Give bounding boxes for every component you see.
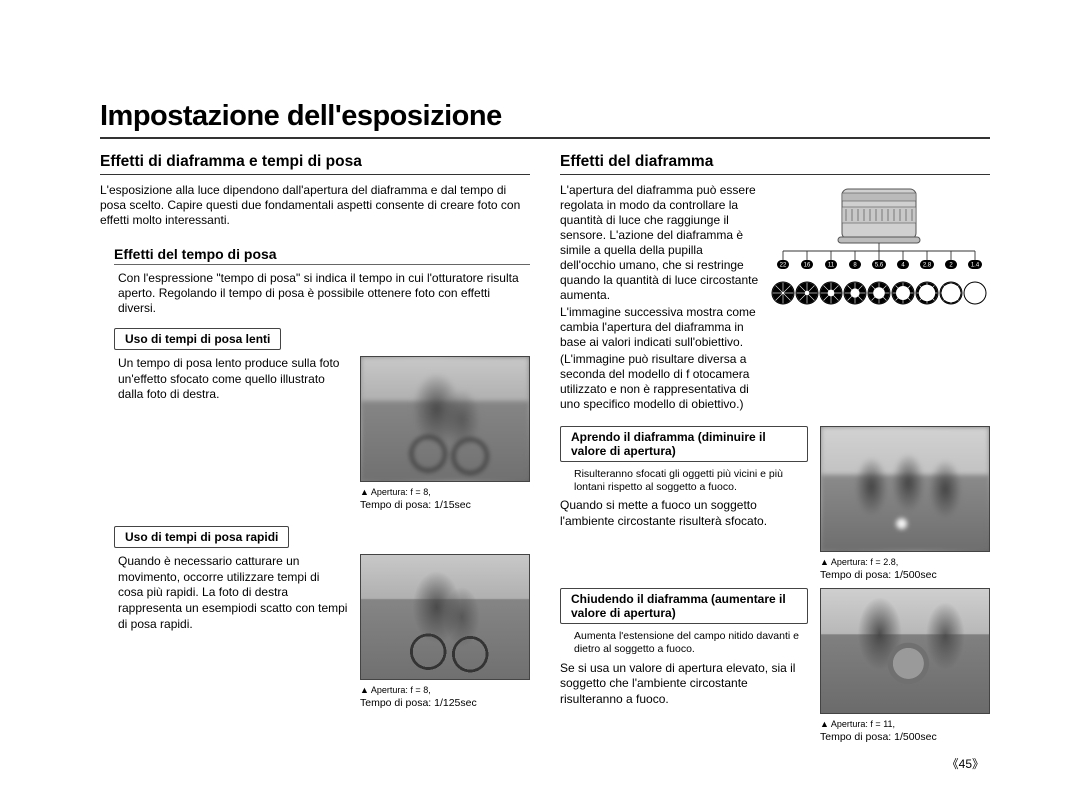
- block-fast: Quando è necessario catturare un movimen…: [118, 554, 530, 710]
- box-heading-fast: Uso di tempi di posa rapidi: [114, 526, 289, 548]
- caption-close-line2: Tempo di posa: 1/500sec: [820, 731, 937, 743]
- aperture-circles: [772, 282, 986, 304]
- block-text-slow: Un tempo di posa lento produce sulla fot…: [118, 356, 348, 512]
- block-text-fast: Quando è necessario catturare un movimen…: [118, 554, 348, 710]
- caption-fast-line2: Tempo di posa: 1/125sec: [360, 697, 477, 709]
- block-slow: Un tempo di posa lento produce sulla fot…: [118, 356, 530, 512]
- connector-lines: [783, 243, 975, 261]
- photo-open: [820, 426, 990, 552]
- section-heading-right: Effetti del diaframma: [560, 153, 990, 175]
- page-number: 《45》: [947, 755, 984, 772]
- caption-open-line1: ▲ Apertura: f = 2.8,: [820, 557, 898, 567]
- right-column: Effetti del diaframma: [560, 153, 990, 751]
- caption-fast-line1: ▲ Apertura: f = 8,: [360, 685, 431, 695]
- emph-open: Quando si mette a fuoco un soggetto l'am…: [560, 498, 808, 529]
- photo-slow: [360, 356, 530, 482]
- figure-open: ▲ Apertura: f = 2.8, Tempo di posa: 1/50…: [820, 426, 990, 582]
- svg-text:2.8: 2.8: [923, 263, 932, 269]
- figure-slow: ▲ Apertura: f = 8, Tempo di posa: 1/15se…: [360, 356, 530, 512]
- title-rule: [100, 137, 990, 139]
- svg-text:5.6: 5.6: [875, 263, 884, 269]
- box-heading-close: Chiudendo il diaframma (aumentare il val…: [560, 588, 808, 624]
- box-heading-slow: Uso di tempi di posa lenti: [114, 328, 281, 350]
- note-open: Risulteranno sfocati gli oggetti più vic…: [574, 468, 808, 494]
- emph-close: Se si usa un valore di apertura elevato,…: [560, 661, 808, 708]
- intro-left: L'esposizione alla luce dipendono dall'a…: [100, 183, 530, 228]
- block-close: Chiudendo il diaframma (aumentare il val…: [560, 588, 990, 744]
- caption-open: ▲ Apertura: f = 2.8, Tempo di posa: 1/50…: [820, 556, 990, 582]
- box-heading-open: Aprendo il diaframma (diminuire il valor…: [560, 426, 808, 462]
- intro-right-3: (L'immagine può risultare diversa a seco…: [560, 352, 760, 412]
- text-close: Chiudendo il diaframma (aumentare il val…: [560, 588, 808, 744]
- svg-text:11: 11: [828, 263, 835, 269]
- caption-close: ▲ Apertura: f = 11, Tempo di posa: 1/500…: [820, 718, 990, 744]
- aperture-labels: 22161185.642.821.4: [777, 260, 982, 269]
- intro-right-1: L'apertura del diaframma può essere rego…: [560, 183, 760, 303]
- section-heading-left: Effetti di diaframma e tempi di posa: [100, 153, 530, 175]
- figure-fast: ▲ Apertura: f = 8, Tempo di posa: 1/125s…: [360, 554, 530, 710]
- left-column: Effetti di diaframma e tempi di posa L'e…: [100, 153, 530, 751]
- caption-slow: ▲ Apertura: f = 8, Tempo di posa: 1/15se…: [360, 486, 530, 512]
- content-columns: Effetti di diaframma e tempi di posa L'e…: [100, 153, 990, 751]
- lens-svg: 22161185.642.821.4: [768, 183, 990, 313]
- block-open: Aprendo il diaframma (diminuire il valor…: [560, 426, 990, 582]
- photo-close: [820, 588, 990, 714]
- figure-close: ▲ Apertura: f = 11, Tempo di posa: 1/500…: [820, 588, 990, 744]
- svg-text:22: 22: [780, 263, 787, 269]
- lens-icon: [838, 189, 920, 243]
- caption-close-line1: ▲ Apertura: f = 11,: [820, 719, 895, 729]
- caption-open-line2: Tempo di posa: 1/500sec: [820, 569, 937, 581]
- sub-intro-shutter: Con l'espressione "tempo di posa" si ind…: [118, 271, 530, 316]
- svg-text:1.4: 1.4: [971, 263, 980, 269]
- note-close: Aumenta l'estensione del campo nitido da…: [574, 630, 808, 656]
- caption-fast: ▲ Apertura: f = 8, Tempo di posa: 1/125s…: [360, 684, 530, 710]
- photo-fast: [360, 554, 530, 680]
- intro-right-2: L'immagine successiva mostra come cambia…: [560, 305, 760, 350]
- svg-text:16: 16: [804, 263, 811, 269]
- text-open: Aprendo il diaframma (diminuire il valor…: [560, 426, 808, 582]
- lens-diagram: 22161185.642.821.4: [768, 183, 990, 318]
- sub-heading-shutter: Effetti del tempo di posa: [114, 246, 530, 265]
- page-title: Impostazione dell'esposizione: [100, 100, 990, 133]
- caption-slow-line1: ▲ Apertura: f = 8,: [360, 487, 431, 497]
- caption-slow-line2: Tempo di posa: 1/15sec: [360, 499, 471, 511]
